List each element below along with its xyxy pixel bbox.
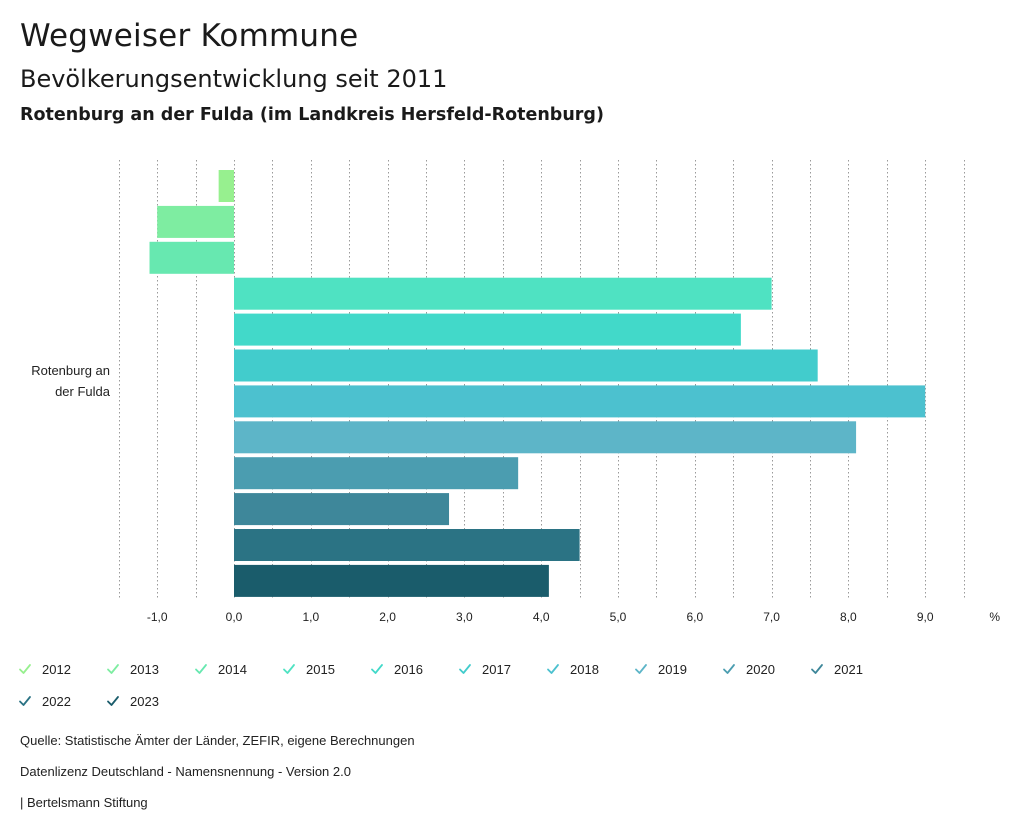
check-icon <box>19 664 31 674</box>
legend-label: 2012 <box>42 661 71 677</box>
legend-item-2013[interactable]: 2013 <box>106 658 159 680</box>
category-label: der Fulda <box>55 384 111 399</box>
legend-item-2022[interactable]: 2022 <box>18 690 71 712</box>
chart-bars <box>149 170 926 597</box>
bar-2017 <box>234 349 818 382</box>
bar-2016 <box>234 313 741 346</box>
bar-2019 <box>234 421 857 454</box>
page-title: Wegweiser Kommune <box>20 18 359 54</box>
legend-label: 2015 <box>306 661 335 677</box>
population-bar-chart: Rotenburg an der Fulda -1,0 0,0 1,0 2,0 3,0 4… <box>31 160 1000 624</box>
source-note: Quelle: Statistische Ämter der Länder, Z… <box>20 733 415 748</box>
legend-label: 2020 <box>746 661 775 677</box>
legend-label: 2023 <box>130 693 159 709</box>
check-icon <box>107 696 119 706</box>
check-icon <box>371 664 383 674</box>
bar-2012 <box>218 170 234 202</box>
x-tick-label: 3,0 <box>456 610 473 624</box>
bar-2021 <box>234 493 450 526</box>
legend-item-2021[interactable]: 2021 <box>810 658 863 680</box>
check-icon <box>107 664 119 674</box>
legend-label: 2016 <box>394 661 423 677</box>
page-subtitle: Bevölkerungsentwicklung seit 2011 <box>20 65 448 93</box>
x-tick-label: 4,0 <box>533 610 550 624</box>
x-tick-label: 6,0 <box>686 610 703 624</box>
bar-2014 <box>149 241 234 274</box>
legend-item-2016[interactable]: 2016 <box>370 658 423 680</box>
bar-2018 <box>234 385 926 418</box>
legend-item-2019[interactable]: 2019 <box>634 658 687 680</box>
x-tick-label: 2,0 <box>379 610 396 624</box>
legend-label: 2021 <box>834 661 863 677</box>
check-icon <box>459 664 471 674</box>
legend-item-2018[interactable]: 2018 <box>546 658 599 680</box>
legend-label: 2022 <box>42 693 71 709</box>
legend-item-2020[interactable]: 2020 <box>722 658 775 680</box>
legend-item-2015[interactable]: 2015 <box>282 658 335 680</box>
check-icon <box>723 664 735 674</box>
check-icon <box>811 664 823 674</box>
bar-2022 <box>234 529 580 561</box>
legend-item-2017[interactable]: 2017 <box>458 658 511 680</box>
category-label: Rotenburg an <box>31 363 110 378</box>
license-note: Datenlizenz Deutschland - Namensnennung … <box>20 764 351 779</box>
bar-2013 <box>157 205 234 238</box>
check-icon <box>195 664 207 674</box>
check-icon <box>19 696 31 706</box>
x-tick-label: 5,0 <box>610 610 627 624</box>
brand-note: | Bertelsmann Stiftung <box>20 795 148 810</box>
region-heading: Rotenburg an der Fulda (im Landkreis Her… <box>20 105 604 125</box>
bar-2020 <box>234 457 519 490</box>
x-tick-label: 8,0 <box>840 610 857 624</box>
legend-item-2012[interactable]: 2012 <box>18 658 71 680</box>
legend-label: 2018 <box>570 661 599 677</box>
legend-item-2023[interactable]: 2023 <box>106 690 159 712</box>
legend-label: 2013 <box>130 661 159 677</box>
x-tick-label: 0,0 <box>226 610 243 624</box>
check-icon <box>547 664 559 674</box>
bar-2015 <box>234 277 772 310</box>
x-tick-label: 1,0 <box>302 610 319 624</box>
x-tick-label: -1,0 <box>147 610 168 624</box>
x-tick-label: 9,0 <box>917 610 934 624</box>
x-axis-ticks: -1,0 0,0 1,0 2,0 3,0 4,0 5,0 6,0 7,0 8,0 9,0 <box>147 610 934 624</box>
legend-label: 2014 <box>218 661 247 677</box>
check-icon <box>283 664 295 674</box>
x-tick-label: 7,0 <box>763 610 780 624</box>
x-axis-unit: % <box>989 610 1000 624</box>
check-icon <box>635 664 647 674</box>
legend-label: 2019 <box>658 661 687 677</box>
bar-2023 <box>234 564 549 597</box>
legend-label: 2017 <box>482 661 511 677</box>
legend-item-2014[interactable]: 2014 <box>194 658 247 680</box>
